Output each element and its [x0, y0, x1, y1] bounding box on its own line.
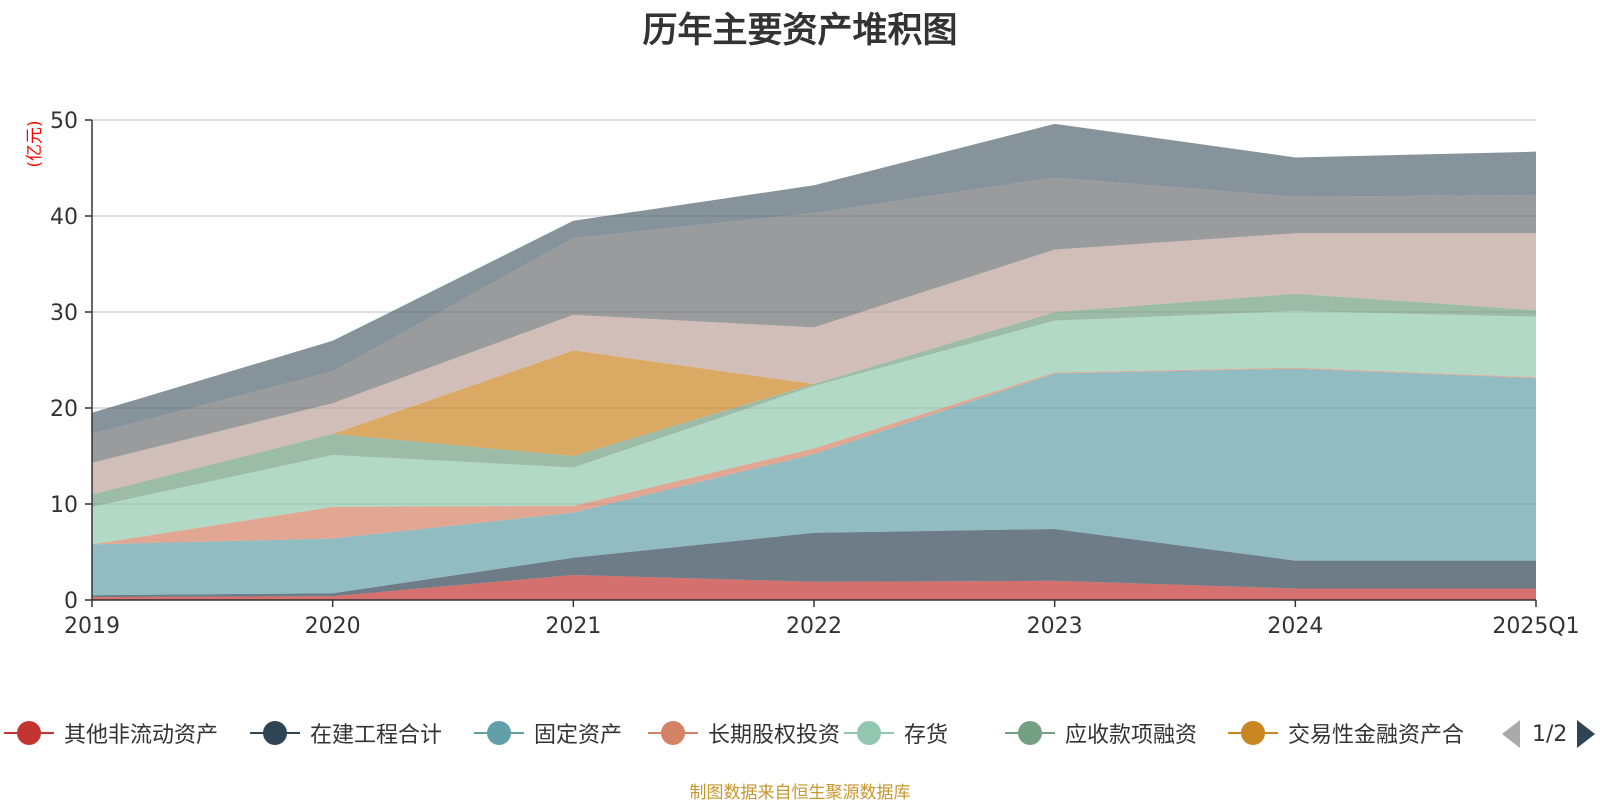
legend-item-4[interactable]: 存货: [844, 712, 948, 754]
y-tick-label-3: 30: [50, 301, 78, 326]
legend-item-3[interactable]: 长期股权投资: [648, 712, 840, 754]
x-tick-label-2: 2021: [545, 614, 601, 639]
legend-prev-page-icon[interactable]: [1502, 720, 1520, 748]
legend-marker-icon: [4, 720, 54, 746]
chart-title: 历年主要资产堆积图: [642, 11, 958, 51]
source-note: 制图数据来自恒生聚源数据库: [689, 783, 911, 800]
area-series-7: [92, 233, 1536, 495]
x-tick-label-4: 2023: [1027, 614, 1083, 639]
legend-marker-icon: [474, 720, 524, 746]
x-tick-label-5: 2024: [1267, 614, 1323, 639]
area-series-8: [92, 177, 1536, 463]
legend-label: 存货: [904, 723, 949, 748]
x-tick-label-6: 2025Q1: [1492, 614, 1579, 639]
area-series-5: [92, 293, 1536, 507]
y-tick-label-4: 40: [50, 205, 78, 230]
legend-marker-icon: [1005, 720, 1055, 746]
area-series-0: [92, 575, 1536, 600]
legend-item-1[interactable]: 在建工程合计: [250, 712, 442, 754]
area-series-4: [92, 311, 1536, 545]
area-series-1: [92, 528, 1536, 598]
area-series-3: [92, 367, 1536, 545]
legend-marker-icon: [250, 720, 300, 746]
legend-label: 长期股权投资: [708, 723, 841, 748]
area-series-9: [92, 123, 1536, 434]
x-tick-label-1: 2020: [305, 614, 361, 639]
legend-label: 其他非流动资产: [64, 723, 219, 748]
legend-label: 应收款项融资: [1065, 723, 1198, 748]
area-layers: [92, 123, 1536, 600]
y-tick-label-5: 50: [50, 109, 78, 134]
y-tick-label-1: 10: [50, 493, 78, 518]
legend-item-6[interactable]: 交易性金融资产合: [1228, 712, 1464, 754]
legend-label: 固定资产: [534, 723, 623, 748]
area-series-2: [92, 368, 1536, 596]
legend-page-indicator: 1/2: [1532, 721, 1568, 747]
y-tick-label-0: 0: [64, 589, 78, 614]
legend-item-2[interactable]: 固定资产: [474, 712, 622, 754]
legend: 其他非流动资产 在建工程合计 固定资产 长期股权投资 存货 应收款项融资 交易性金融资产合: [0, 712, 1600, 754]
legend-item-0[interactable]: 其他非流动资产: [4, 712, 218, 754]
legend-label: 在建工程合计: [310, 723, 443, 748]
x-tick-label-0: 2019: [64, 614, 120, 639]
area-series-6: [92, 293, 1536, 495]
legend-marker-icon: [1228, 720, 1278, 746]
x-tick-label-3: 2022: [786, 614, 842, 639]
y-tick-label-2: 20: [50, 397, 78, 422]
legend-next-page-icon[interactable]: [1577, 720, 1596, 748]
legend-marker-icon: [648, 720, 698, 746]
legend-label: 交易性金融资产合: [1288, 723, 1465, 748]
legend-item-5[interactable]: 应收款项融资: [1005, 712, 1197, 754]
legend-marker-icon: [844, 720, 894, 746]
legend-pager: 1/2: [1502, 716, 1596, 752]
